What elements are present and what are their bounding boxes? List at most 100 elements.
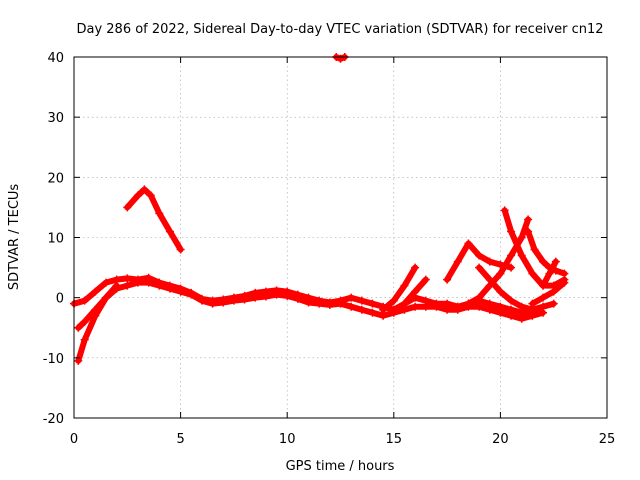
data-point [112, 281, 121, 290]
data-point [389, 308, 398, 317]
data-point [368, 308, 377, 317]
series-trace-lower [74, 278, 548, 332]
chart-title: Day 286 of 2022, Sidereal Day-to-day VTE… [76, 22, 603, 37]
series-trace-rise-1 [379, 263, 420, 314]
data-point [539, 281, 548, 290]
data-point [524, 227, 533, 236]
data-point [464, 239, 473, 248]
data-point [443, 275, 452, 284]
data-point [74, 323, 83, 332]
data-point [101, 293, 110, 302]
x-tick-label: 10 [279, 432, 296, 447]
data-point [219, 298, 228, 307]
data-point [496, 287, 505, 296]
y-axis-label: SDTVAR / TECUs [7, 184, 22, 291]
data-point [500, 206, 509, 215]
data-point [507, 227, 516, 236]
data-point [123, 281, 132, 290]
data-point [549, 287, 558, 296]
data-point [208, 299, 217, 308]
series-layer [70, 53, 569, 365]
data-point [165, 284, 174, 293]
data-point [530, 245, 539, 254]
data-point [389, 296, 398, 305]
series-trace-peak-morning [123, 185, 185, 254]
data-point [507, 311, 516, 320]
x-tick-label: 5 [176, 432, 184, 447]
data-point [539, 308, 548, 317]
data-point [524, 215, 533, 224]
data-point [304, 298, 313, 307]
data-point [432, 302, 441, 311]
data-point [101, 278, 110, 287]
data-point [528, 299, 537, 308]
data-point [155, 281, 164, 290]
x-tick-label: 15 [386, 432, 403, 447]
data-point [123, 203, 132, 212]
data-point [91, 287, 100, 296]
y-tick-label: 40 [47, 51, 64, 66]
data-point [496, 308, 505, 317]
data-point [485, 305, 494, 314]
data-point [176, 245, 185, 254]
data-point [357, 296, 366, 305]
data-point [229, 296, 238, 305]
y-tick-label: 0 [56, 292, 64, 307]
data-point [539, 257, 548, 266]
data-point [146, 191, 155, 200]
data-point [539, 293, 548, 302]
series-line [124, 186, 184, 253]
y-tick-label: 30 [47, 111, 64, 126]
data-point [80, 335, 89, 344]
series-line [529, 279, 568, 307]
data-point [421, 275, 430, 284]
series-line [380, 264, 419, 313]
data-point [517, 233, 526, 242]
x-tick-label: 25 [599, 432, 616, 447]
data-point [475, 251, 484, 260]
data-point [187, 290, 196, 299]
data-point [80, 296, 89, 305]
y-tick-label: 10 [47, 232, 64, 247]
data-point [347, 293, 356, 302]
data-point [400, 299, 409, 308]
data-point [336, 54, 345, 63]
data-point [453, 257, 462, 266]
y-tick-label: -10 [43, 352, 64, 367]
data-point [80, 317, 89, 326]
data-point [155, 209, 164, 218]
data-point [91, 311, 100, 320]
data-point [293, 294, 302, 303]
data-point [411, 302, 420, 311]
x-axis-label: GPS time / hours [286, 459, 395, 474]
axis-ticks: 0 5 10 15 20 25 -20 -10 0 10 20 30 40 [43, 51, 616, 447]
y-tick-label: 20 [47, 171, 64, 186]
data-point [517, 302, 526, 311]
series-line [75, 279, 546, 331]
y-tick-label: -20 [43, 412, 64, 427]
data-point [496, 269, 505, 278]
data-point [475, 302, 484, 311]
data-point [507, 296, 516, 305]
data-point [551, 257, 560, 266]
data-point [325, 300, 334, 309]
x-tick-label: 20 [492, 432, 509, 447]
data-point [549, 299, 558, 308]
data-point [517, 251, 526, 260]
data-point [443, 305, 452, 314]
data-point [545, 269, 554, 278]
data-point [283, 291, 292, 300]
data-point [357, 305, 366, 314]
data-point [133, 191, 142, 200]
data-point [140, 185, 149, 194]
series-trace-rise-2 [400, 275, 430, 308]
data-point [272, 290, 281, 299]
data-point [368, 299, 377, 308]
series-trace-late-3 [528, 278, 569, 308]
data-point [464, 299, 473, 308]
data-point [485, 275, 494, 284]
data-point [400, 281, 409, 290]
data-point [347, 302, 356, 311]
data-point [453, 305, 462, 314]
